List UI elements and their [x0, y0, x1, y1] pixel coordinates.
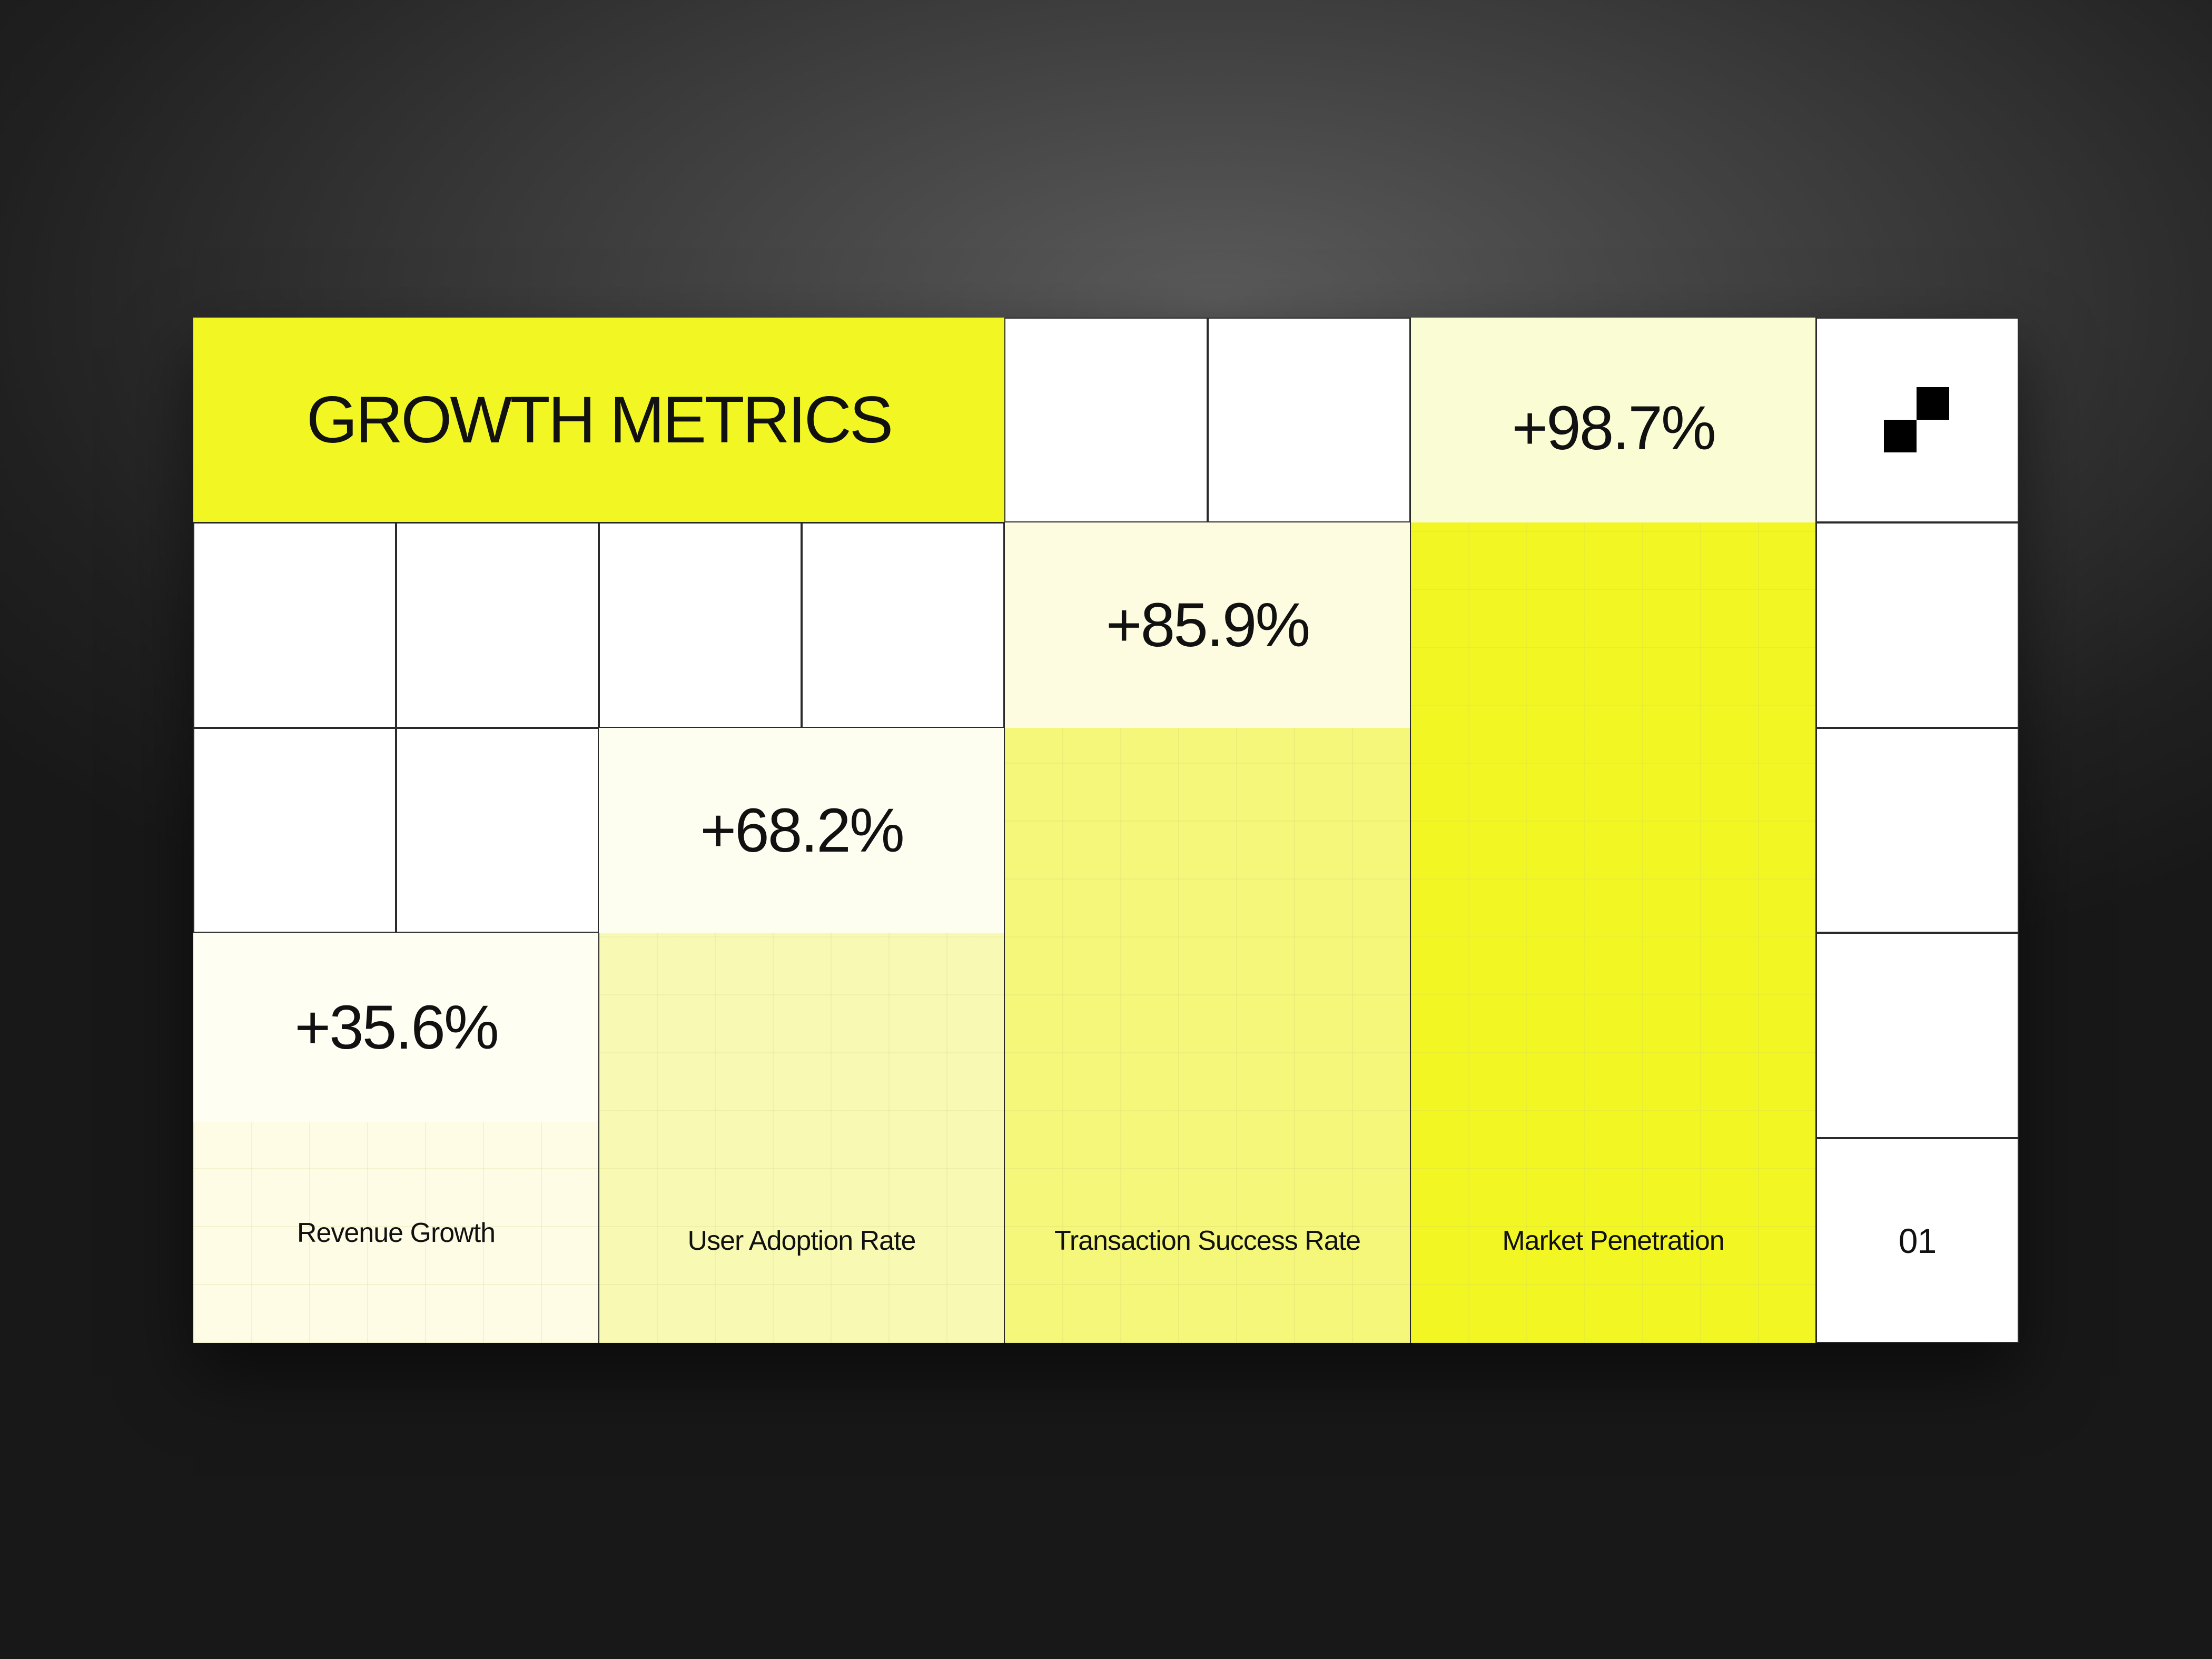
- metric-label: Transaction Success Rate: [1004, 728, 1410, 1343]
- logo-cell: [1816, 318, 2019, 522]
- metric-value: +68.2%: [599, 728, 1004, 933]
- cell: [802, 522, 1004, 728]
- page-number: 01: [1816, 1138, 2019, 1343]
- metric-label: User Adoption Rate: [599, 933, 1004, 1343]
- cell: [1816, 522, 2019, 728]
- cell: [1004, 318, 1208, 522]
- metric-label: Revenue Growth: [193, 1122, 599, 1343]
- cell: [1208, 318, 1410, 522]
- metric-value: +85.9%: [1004, 522, 1410, 728]
- divider: [1410, 318, 1411, 1343]
- divider: [1815, 318, 1816, 1343]
- title: GROWTH METRICS: [306, 383, 894, 457]
- cell: [1816, 933, 2019, 1138]
- metric-value: +98.7%: [1410, 318, 1816, 522]
- divider: [598, 933, 599, 1343]
- title-block: GROWTH METRICS: [193, 318, 1004, 522]
- slide-card: GROWTH METRICS 01 +35.6% Revenue Growth …: [193, 318, 2019, 1343]
- divider: [193, 522, 1004, 523]
- cell: [396, 522, 599, 728]
- metric-value: +35.6%: [193, 933, 599, 1122]
- metric-label: Market Penetration: [1410, 522, 1816, 1343]
- cell: [599, 522, 802, 728]
- divider: [1004, 522, 1005, 1343]
- logo: [1884, 387, 1949, 452]
- cell: [1816, 728, 2019, 933]
- cell: [193, 522, 396, 728]
- cell: [396, 728, 599, 933]
- cell: [193, 728, 396, 933]
